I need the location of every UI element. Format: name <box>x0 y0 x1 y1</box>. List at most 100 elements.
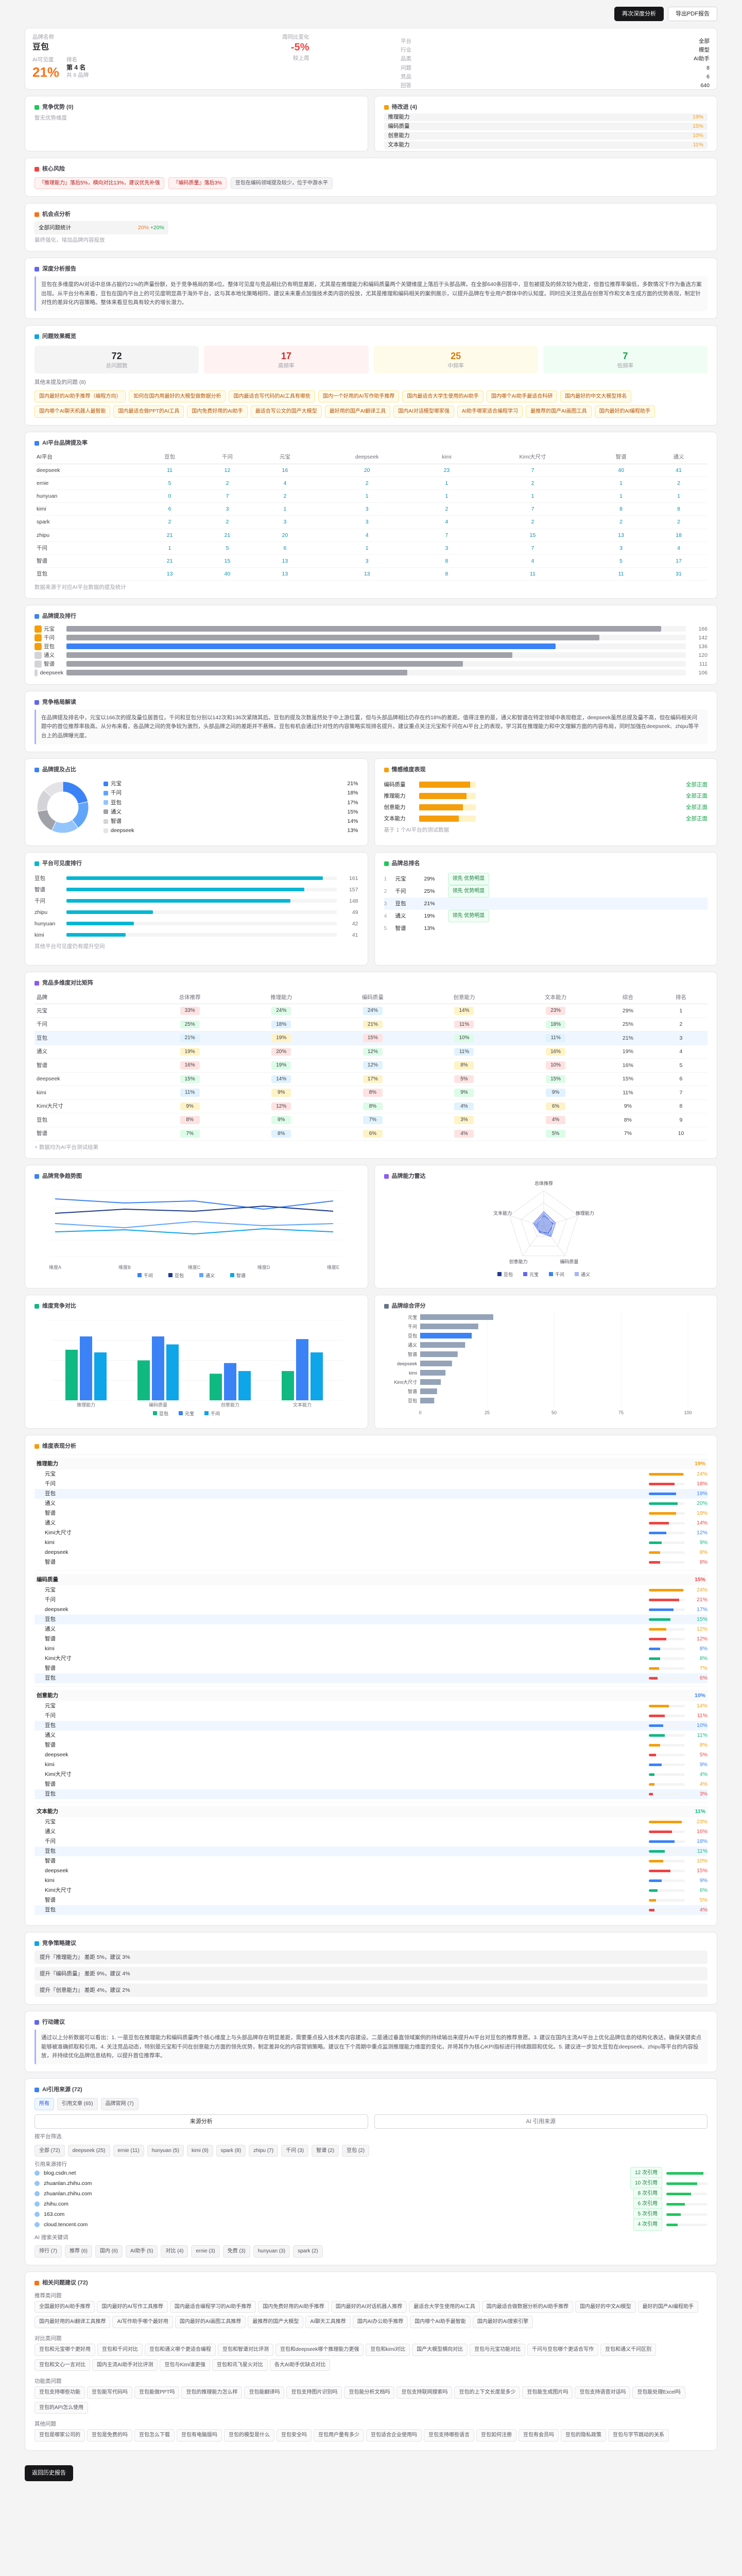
platform-pill[interactable]: ernie (11) <box>113 2144 144 2157</box>
source-tab[interactable]: 所有 <box>34 2098 54 2110</box>
faq-tag[interactable]: 豆包能做PPT吗 <box>134 2386 180 2399</box>
faq-tag[interactable]: 豆包能生成图片吗 <box>522 2386 573 2399</box>
faq-tag[interactable]: 豆包支持联网搜索吗 <box>396 2386 453 2399</box>
faq-tag[interactable]: 国内哪个AI助手最智能 <box>410 2316 471 2328</box>
question-tag[interactable]: 最适合写公文的国产大模型 <box>250 405 322 418</box>
question-tag[interactable]: 国内哪个AI聊天机器人最智能 <box>34 405 111 418</box>
faq-tag[interactable]: 豆包与字节跳动的关系 <box>608 2429 669 2442</box>
question-tag[interactable]: 国内最好的AI编程助手 <box>594 405 655 418</box>
source-row[interactable]: zhihu.com 6 次引用 <box>34 2198 708 2210</box>
question-tag[interactable]: 国内最适合大学生使用的AI助手 <box>402 390 484 403</box>
source-tab[interactable]: 引用文章 (65) <box>57 2098 98 2110</box>
faq-tag[interactable]: 豆包和智谱对比评测 <box>218 2344 273 2356</box>
back-history-button[interactable]: 返回历史报告 <box>25 2465 73 2481</box>
ai-source-tab[interactable]: AI 引用来源 <box>374 2114 708 2129</box>
keyword-tag[interactable]: 国内 (6) <box>95 2245 123 2258</box>
platform-pill[interactable]: hunyuan (5) <box>147 2144 184 2157</box>
faq-tag[interactable]: 豆包和讯飞星火对比 <box>212 2359 268 2371</box>
faq-tag[interactable]: 豆包能翻译吗 <box>244 2386 285 2399</box>
question-tag[interactable]: 最推荐的国产AI画图工具 <box>526 405 592 418</box>
faq-tag[interactable]: 国内最好的AI搜索引擎 <box>472 2316 533 2328</box>
question-tag[interactable]: 国内最好的中文大模型排名 <box>560 390 632 403</box>
question-tag[interactable]: 最好用的国产AI翻译工具 <box>324 405 391 418</box>
faq-tag[interactable]: 豆包和deepseek哪个推理能力更强 <box>275 2344 364 2356</box>
faq-tag[interactable]: 豆包用户量有多少 <box>314 2429 364 2442</box>
source-row[interactable]: cloud.tencent.com 4 次引用 <box>34 2218 708 2231</box>
platform-pill[interactable]: zhipu (7) <box>249 2144 279 2157</box>
keyword-tag[interactable]: spark (2) <box>293 2245 323 2258</box>
faq-tag[interactable]: 豆包的API怎么使用 <box>34 2401 89 2414</box>
faq-tag[interactable]: 豆包怎么下载 <box>134 2429 175 2442</box>
faq-tag[interactable]: 豆包如何注册 <box>476 2429 516 2442</box>
faq-tag[interactable]: 国产大模型横向对比 <box>412 2344 468 2356</box>
keyword-tag[interactable]: 免费 (3) <box>222 2245 250 2258</box>
faq-tag[interactable]: 豆包是哪家公司的 <box>34 2429 85 2442</box>
question-tag[interactable]: 国内最适合做PPT的AI工具 <box>113 405 184 418</box>
faq-tag[interactable]: 最好的国产AI编程助手 <box>637 2300 699 2313</box>
source-analysis-tab[interactable]: 来源分析 <box>34 2114 368 2129</box>
faq-tag[interactable]: 最推荐的国产大模型 <box>248 2316 304 2328</box>
platform-pill[interactable]: 豆包 (2) <box>342 2144 370 2157</box>
faq-tag[interactable]: 豆包和文心一言对比 <box>34 2359 90 2371</box>
question-tag[interactable]: 国内最好的AI助手推荐（编程方向） <box>34 390 126 403</box>
faq-tag[interactable]: 国内最好的中文AI模型 <box>575 2300 636 2313</box>
faq-tag[interactable]: 国内最好的AI画图工具推荐 <box>175 2316 246 2328</box>
platform-pill[interactable]: 千问 (3) <box>281 2144 309 2157</box>
faq-tag[interactable]: 豆包支持哪些语言 <box>424 2429 474 2442</box>
faq-tag[interactable]: 豆包的模型是什么 <box>224 2429 274 2442</box>
faq-tag[interactable]: 豆包和kimi对比 <box>366 2344 410 2356</box>
keyword-tag[interactable]: ernie (3) <box>191 2245 220 2258</box>
faq-tag[interactable]: 国内最适合做数据分析的AI助手推荐 <box>481 2300 574 2313</box>
platform-pill[interactable]: spark (8) <box>216 2144 246 2157</box>
faq-tag[interactable]: 豆包与元宝功能对比 <box>470 2344 526 2356</box>
source-row[interactable]: zhuanlan.zhihu.com 10 次引用 <box>34 2177 708 2190</box>
faq-tag[interactable]: 豆包支持图片识别吗 <box>286 2386 342 2399</box>
faq-tag[interactable]: 豆包与Kimi谁更强 <box>160 2359 210 2371</box>
keyword-tag[interactable]: 排行 (7) <box>34 2245 62 2258</box>
faq-tag[interactable]: 豆包的推理能力怎么样 <box>181 2386 243 2399</box>
faq-tag[interactable]: 国内最好的AI对话机器人推荐 <box>331 2300 407 2313</box>
faq-tag[interactable]: AI写作助手哪个最好用 <box>112 2316 173 2328</box>
source-row[interactable]: 163.com 5 次引用 <box>34 2208 708 2221</box>
question-tag[interactable]: 国内AI对话模型哪家强 <box>393 405 454 418</box>
faq-tag[interactable]: 国内最好的AI写作工具推荐 <box>97 2300 168 2313</box>
keyword-tag[interactable]: AI助手 (5) <box>126 2245 158 2258</box>
question-tag[interactable]: 国内一个好用的AI写作助手推荐 <box>318 390 400 403</box>
faq-tag[interactable]: 豆包安全吗 <box>277 2429 312 2442</box>
faq-tag[interactable]: 国内主流AI助手对比评测 <box>92 2359 158 2371</box>
faq-tag[interactable]: 豆包和通义哪个更适合编程 <box>145 2344 216 2356</box>
faq-tag[interactable]: 豆包是免费的吗 <box>87 2429 132 2442</box>
source-tab[interactable]: 品牌官网 (7) <box>100 2098 139 2110</box>
platform-pill[interactable]: 全部 (72) <box>34 2144 65 2157</box>
platform-pill[interactable]: 智谱 (2) <box>312 2144 339 2157</box>
faq-tag[interactable]: 最适合大学生使用的AI工具 <box>409 2300 480 2313</box>
faq-tag[interactable]: 豆包和通义千问区别 <box>600 2344 657 2356</box>
keyword-tag[interactable]: 对比 (4) <box>161 2245 188 2258</box>
source-row[interactable]: blog.csdn.net 12 次引用 <box>34 2167 708 2179</box>
faq-tag[interactable]: 豆包有电脑版吗 <box>177 2429 222 2442</box>
faq-tag[interactable]: 国内AI办公助手推荐 <box>352 2316 408 2328</box>
faq-tag[interactable]: 豆包和元宝哪个更好用 <box>34 2344 95 2356</box>
faq-tag[interactable]: AI聊天工具推荐 <box>305 2316 351 2328</box>
question-tag[interactable]: 国内最适合写代码的AI工具有哪些 <box>229 390 315 403</box>
faq-tag[interactable]: 各大AI助手优缺点对比 <box>269 2359 331 2371</box>
keyword-tag[interactable]: hunyuan (3) <box>253 2245 290 2258</box>
platform-pill[interactable]: kimi (9) <box>186 2144 213 2157</box>
reanalyze-button[interactable]: 再次深度分析 <box>614 6 664 22</box>
faq-tag[interactable]: 国内最好用的AI翻译工具推荐 <box>34 2316 111 2328</box>
export-pdf-button[interactable]: 导出PDF报告 <box>668 6 717 22</box>
faq-tag[interactable]: 豆包的上下文长度是多少 <box>454 2386 521 2399</box>
question-tag[interactable]: 如何在国内用最好的大模型做数据分析 <box>129 390 226 403</box>
platform-pill[interactable]: deepseek (25) <box>67 2144 110 2157</box>
question-tag[interactable]: 国内哪个AI助手最适合科研 <box>486 390 558 403</box>
faq-tag[interactable]: 豆包支持哪些功能 <box>34 2386 85 2399</box>
faq-tag[interactable]: 国内免费好用的AI助手推荐 <box>258 2300 329 2313</box>
faq-tag[interactable]: 豆包的隐私政策 <box>561 2429 606 2442</box>
question-tag[interactable]: AI助手哪家适合编程学习 <box>457 405 523 418</box>
faq-tag[interactable]: 豆包和千问对比 <box>97 2344 143 2356</box>
faq-tag[interactable]: 豆包适合企业使用吗 <box>366 2429 422 2442</box>
source-row[interactable]: zhuanlan.zhihu.com 8 次引用 <box>34 2188 708 2200</box>
question-tag[interactable]: 国内免费好用的AI助手 <box>187 405 248 418</box>
faq-tag[interactable]: 全国最好的AI助手推荐 <box>34 2300 95 2313</box>
faq-tag[interactable]: 豆包有会员吗 <box>519 2429 559 2442</box>
